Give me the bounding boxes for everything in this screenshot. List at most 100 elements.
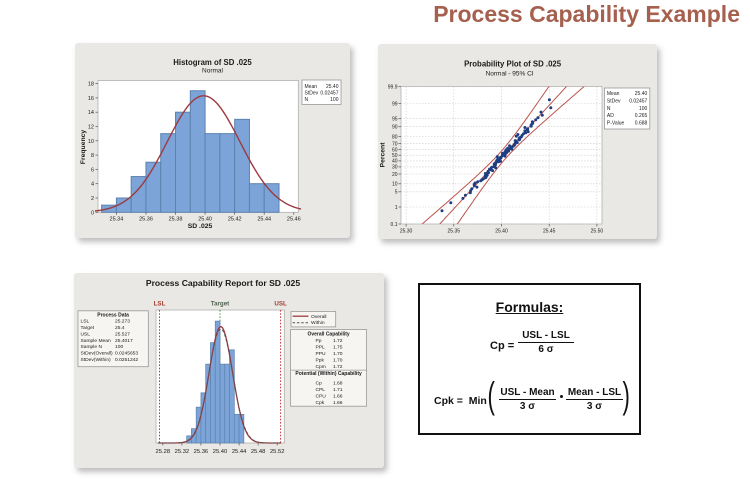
svg-text:25.48: 25.48 (251, 449, 266, 455)
svg-text:25.527: 25.527 (115, 331, 130, 337)
svg-text:99.9: 99.9 (388, 84, 398, 90)
svg-text:25.4: 25.4 (115, 325, 125, 331)
svg-text:25.40: 25.40 (495, 229, 508, 235)
svg-text:Target: Target (81, 325, 95, 331)
svg-text:25.40: 25.40 (635, 91, 648, 97)
svg-text:18: 18 (88, 82, 94, 88)
svg-text:50: 50 (392, 153, 398, 159)
svg-text:25.40: 25.40 (213, 449, 228, 455)
svg-text:Target: Target (211, 301, 229, 308)
svg-text:25.4017: 25.4017 (115, 338, 133, 344)
svg-text:StDev(Overall): StDev(Overall) (81, 351, 113, 357)
svg-text:Normal - 95% CI: Normal - 95% CI (486, 71, 534, 78)
svg-text:25.36: 25.36 (139, 217, 153, 223)
svg-text:Normal: Normal (202, 68, 224, 75)
svg-text:1.72: 1.72 (333, 364, 343, 370)
svg-text:N: N (607, 106, 611, 112)
svg-text:10: 10 (88, 139, 94, 145)
svg-text:6: 6 (91, 167, 94, 173)
svg-text:Overall: Overall (311, 314, 327, 320)
svg-text:Percent: Percent (380, 142, 387, 168)
svg-text:8: 8 (91, 153, 94, 159)
svg-text:CPL: CPL (316, 387, 326, 393)
svg-text:Cpm: Cpm (316, 364, 326, 370)
svg-text:CPU: CPU (316, 393, 327, 399)
svg-text:0.02457: 0.02457 (629, 99, 647, 105)
svg-text:25.28: 25.28 (156, 449, 171, 455)
svg-text:1.66: 1.66 (333, 393, 343, 399)
svg-text:Probability Plot of SD .025: Probability Plot of SD .025 (464, 60, 562, 69)
svg-text:25.30: 25.30 (400, 229, 413, 235)
svg-text:1.72: 1.72 (333, 338, 343, 344)
svg-text:2: 2 (91, 196, 94, 202)
svg-text:25.44: 25.44 (232, 449, 247, 455)
svg-text:Process Capability Report for: Process Capability Report for SD .025 (146, 278, 300, 288)
svg-text:Mean: Mean (305, 84, 318, 90)
svg-text:0.0251242: 0.0251242 (115, 357, 138, 363)
svg-text:12: 12 (88, 125, 94, 131)
svg-text:N: N (305, 97, 309, 103)
svg-text:25.38: 25.38 (169, 217, 183, 223)
svg-text:5: 5 (395, 190, 398, 196)
svg-text:1.71: 1.71 (333, 387, 343, 393)
svg-text:95: 95 (392, 117, 398, 123)
svg-text:0.688: 0.688 (635, 120, 648, 126)
svg-text:Cpk: Cpk (316, 400, 325, 406)
svg-text:PPU: PPU (316, 351, 327, 357)
svg-text:Within: Within (311, 320, 325, 326)
svg-text:USL: USL (274, 301, 287, 308)
svg-text:Pp: Pp (316, 338, 322, 344)
svg-text:Cp: Cp (316, 380, 323, 386)
svg-text:USL: USL (81, 331, 91, 337)
svg-text:14: 14 (88, 110, 94, 116)
svg-text:Sample Mean: Sample Mean (81, 338, 111, 344)
svg-text:Potential (Within) Capability: Potential (Within) Capability (295, 371, 362, 377)
svg-text:30: 30 (392, 165, 398, 171)
svg-text:StDev: StDev (607, 99, 621, 105)
svg-text:25.44: 25.44 (257, 217, 271, 223)
svg-text:25.273: 25.273 (115, 318, 130, 324)
svg-text:1.66: 1.66 (333, 400, 343, 406)
svg-text:25.32: 25.32 (175, 449, 190, 455)
svg-text:LSL: LSL (81, 318, 90, 324)
svg-text:4: 4 (91, 182, 94, 188)
svg-text:Ppk: Ppk (316, 357, 325, 363)
svg-text:25.34: 25.34 (110, 217, 124, 223)
svg-text:10: 10 (392, 182, 398, 188)
svg-text:1.75: 1.75 (333, 344, 343, 350)
svg-text:100: 100 (639, 106, 648, 112)
svg-text:P-Value: P-Value (607, 120, 625, 126)
svg-text:0.265: 0.265 (635, 113, 648, 119)
svg-text:16: 16 (88, 96, 94, 102)
svg-text:90: 90 (392, 125, 398, 131)
svg-text:25.40: 25.40 (326, 84, 339, 90)
svg-text:1.70: 1.70 (333, 357, 343, 363)
svg-text:25.45: 25.45 (543, 229, 556, 235)
svg-text:0.02457: 0.02457 (320, 91, 338, 97)
svg-text:25.36: 25.36 (194, 449, 209, 455)
svg-text:100: 100 (115, 344, 123, 350)
svg-text:Process Data: Process Data (97, 312, 129, 318)
svg-text:0.1: 0.1 (391, 222, 398, 228)
svg-text:Overall Capability: Overall Capability (307, 331, 349, 337)
svg-text:0: 0 (91, 210, 94, 216)
svg-text:25.46: 25.46 (287, 217, 301, 223)
svg-text:1.68: 1.68 (333, 380, 343, 386)
svg-text:25.42: 25.42 (228, 217, 242, 223)
svg-text:100: 100 (330, 97, 339, 103)
svg-text:AD: AD (607, 113, 614, 119)
svg-text:Histogram of SD .025: Histogram of SD .025 (173, 58, 252, 67)
svg-text:60: 60 (392, 147, 398, 153)
svg-text:25.40: 25.40 (198, 217, 212, 223)
svg-text:Frequency: Frequency (80, 130, 87, 165)
svg-text:25.50: 25.50 (591, 229, 604, 235)
svg-text:LSL: LSL (154, 301, 166, 308)
svg-text:Sample N: Sample N (81, 344, 103, 350)
svg-text:80: 80 (392, 134, 398, 140)
svg-text:20: 20 (392, 172, 398, 178)
svg-text:70: 70 (392, 141, 398, 147)
svg-text:40: 40 (392, 159, 398, 165)
svg-text:SD .025: SD .025 (188, 223, 213, 230)
svg-text:0.0245653: 0.0245653 (115, 351, 138, 357)
svg-text:StDev(Within): StDev(Within) (81, 357, 112, 363)
